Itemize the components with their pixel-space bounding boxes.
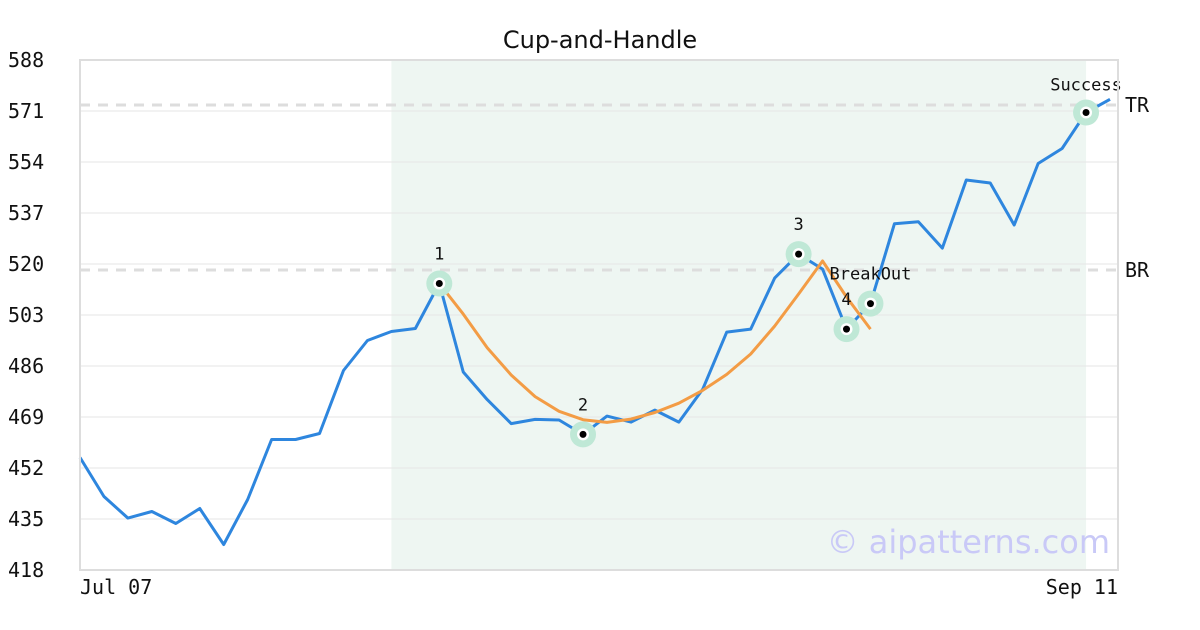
y-tick-label: 571 — [8, 99, 44, 123]
point-label-4: 4 — [841, 290, 851, 310]
watermark: © aipatterns.com — [827, 523, 1110, 561]
level-label-br: BR — [1125, 258, 1150, 282]
chart-title: Cup-and-Handle — [503, 26, 697, 54]
level-lines: TR BR — [80, 93, 1150, 282]
point-label-breakout: BreakOut — [830, 265, 912, 285]
x-tick-label: Sep 11 — [1046, 575, 1118, 599]
axes-layer: 588 571 554 537 520 503 486 469 452 435 418 Jul 07 S… — [8, 48, 1119, 599]
point-label-success: Success — [1050, 76, 1122, 96]
level-label-tr: TR — [1125, 93, 1150, 117]
point-dot-breakout — [866, 300, 874, 308]
point-label-2: 2 — [578, 395, 588, 415]
y-tick-label: 469 — [8, 405, 44, 429]
y-tick-label: 435 — [8, 507, 44, 531]
y-tick-label: 520 — [8, 252, 44, 276]
point-dot-success — [1082, 109, 1090, 116]
y-tick-label: 486 — [8, 354, 44, 378]
price-line — [78, 97, 1111, 546]
point-dot-4 — [843, 325, 851, 333]
point-dot-2 — [579, 430, 587, 438]
y-tick-label: 537 — [8, 201, 44, 225]
plot-frame — [79, 59, 1119, 571]
y-tick-label: 554 — [8, 150, 44, 174]
y-tick-label: 503 — [8, 303, 44, 327]
point-label-3: 3 — [793, 215, 803, 235]
series-layer — [78, 97, 1111, 546]
y-tick-label: 418 — [8, 558, 44, 582]
point-label-1: 1 — [434, 245, 444, 265]
y-tick-label: 588 — [8, 48, 44, 72]
point-dot-3 — [795, 250, 803, 258]
x-tick-label: Jul 07 — [80, 575, 152, 599]
y-tick-label: 452 — [8, 456, 44, 480]
cup-fit-line — [438, 259, 872, 424]
pattern-points: 1 2 3 4 BreakOut Success — [426, 76, 1122, 448]
point-dot-1 — [435, 280, 443, 287]
